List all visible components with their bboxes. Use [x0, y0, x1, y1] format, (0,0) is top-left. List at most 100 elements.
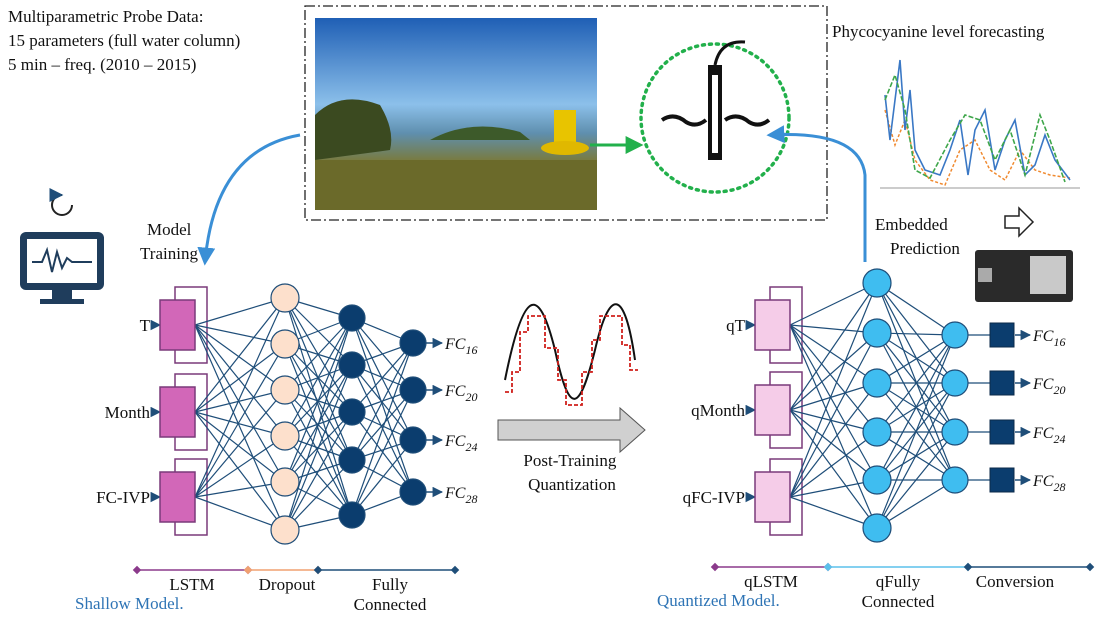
bar-marker	[964, 563, 972, 571]
lstm-cell	[160, 387, 195, 437]
photo-trees	[315, 99, 391, 160]
forecast-chart	[880, 60, 1080, 188]
bar-marker	[314, 566, 322, 574]
neuron	[942, 370, 968, 396]
neuron	[271, 376, 299, 404]
label-line: qFully	[876, 572, 921, 591]
neuron	[863, 369, 891, 397]
output-base: FC	[444, 383, 466, 400]
output-sub: 16	[1053, 335, 1065, 349]
output-sub: 20	[465, 390, 477, 404]
label-line: Connected	[354, 595, 427, 614]
probe-line: Multiparametric Probe Data:	[8, 7, 203, 26]
output-label: FC20	[1032, 376, 1065, 397]
probe-inner	[712, 75, 718, 153]
bar-marker	[711, 563, 719, 571]
lstm-cell	[160, 300, 195, 350]
layer-label: Conversion	[976, 572, 1055, 591]
label-line: Connected	[862, 592, 935, 611]
bar-marker	[133, 566, 141, 574]
neuron	[339, 447, 365, 473]
neuron	[863, 269, 891, 297]
neuron	[863, 466, 891, 494]
neuron	[400, 427, 426, 453]
neuron	[942, 322, 968, 348]
output-label: FC16	[1032, 328, 1065, 349]
neuron	[271, 422, 299, 450]
quantized-model: qTqMonthqFC-IVPFC16FC20FC24FC28Quantized…	[657, 269, 1094, 610]
bar-marker	[244, 566, 252, 574]
connection	[195, 344, 285, 497]
label-line: qLSTM	[744, 572, 798, 591]
buoy	[554, 110, 576, 144]
board-chip	[1030, 256, 1066, 294]
neuron	[339, 352, 365, 378]
output-sub: 24	[1053, 432, 1065, 446]
output-base: FC	[1032, 376, 1054, 393]
neuron	[339, 305, 365, 331]
layer-label: qLSTM	[744, 572, 798, 591]
conversion-node	[990, 323, 1014, 347]
quantization-label: Post-Training Quantization	[523, 451, 620, 494]
bar-marker	[824, 563, 832, 571]
forecast-title: Phycocyanine level forecasting	[832, 22, 1045, 41]
probe-data-text: Multiparametric Probe Data: 15 parameter…	[8, 7, 245, 74]
arrow	[205, 135, 300, 262]
neuron	[863, 319, 891, 347]
model-training: Model Training	[140, 220, 198, 263]
annotation-line: Embedded	[875, 215, 948, 234]
annotation-line: Quantization	[528, 475, 616, 494]
output-sub: 20	[1053, 383, 1065, 397]
lstm-cell	[755, 385, 790, 435]
quantization-plot	[505, 304, 638, 405]
neuron	[271, 516, 299, 544]
probe-line: 15 parameters (full water column)	[8, 31, 240, 50]
connection	[877, 383, 955, 528]
annotation-line: Training	[140, 244, 198, 263]
output-base: FC	[444, 336, 466, 353]
layer-label: FullyConnected	[354, 575, 427, 614]
input-label: T	[140, 316, 151, 335]
label-line: Conversion	[976, 572, 1055, 591]
label-line: Fully	[372, 575, 408, 594]
output-label: FC28	[1032, 473, 1065, 494]
neuron	[271, 330, 299, 358]
model-title: Shallow Model.	[75, 594, 184, 613]
board-usb	[978, 268, 992, 282]
quantization-arrow	[498, 408, 645, 452]
conversion-node	[990, 371, 1014, 395]
output-base: FC	[444, 433, 466, 450]
body: { "header": { "probe_data": ["Multiparam…	[0, 0, 1104, 618]
model-title: Quantized Model.	[657, 591, 780, 610]
bar-marker	[451, 566, 459, 574]
output-base: FC	[1032, 473, 1054, 490]
neuron	[942, 419, 968, 445]
layer-label: LSTM	[169, 575, 214, 594]
neuron	[863, 514, 891, 542]
input-label: qT	[726, 316, 746, 335]
buoy-base	[541, 141, 589, 155]
neuron	[942, 467, 968, 493]
connection	[790, 333, 877, 410]
output-label: FC28	[444, 485, 477, 506]
lstm-cell	[755, 300, 790, 350]
neuron	[863, 418, 891, 446]
lstm-cell	[160, 472, 195, 522]
neuron	[271, 468, 299, 496]
lstm-cell	[755, 472, 790, 522]
neuron	[339, 502, 365, 528]
annotation-line: Model	[147, 220, 192, 239]
label-line: Dropout	[259, 575, 316, 594]
bar-marker	[1086, 563, 1094, 571]
output-base: FC	[1032, 328, 1054, 345]
probe-line: 5 min – freq. (2010 – 2015)	[8, 55, 196, 74]
neuron	[400, 479, 426, 505]
neuron	[271, 284, 299, 312]
output-sub: 16	[465, 343, 477, 357]
label-line: LSTM	[169, 575, 214, 594]
conversion-node	[990, 468, 1014, 492]
neuron	[400, 330, 426, 356]
output-sub: 24	[465, 440, 477, 454]
page: Shallow and Quantized Model html, body {…	[0, 0, 1104, 618]
